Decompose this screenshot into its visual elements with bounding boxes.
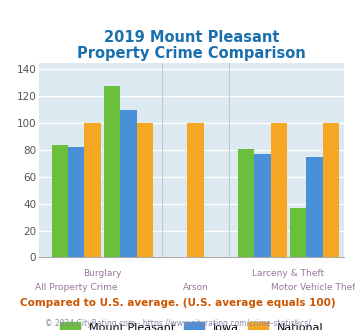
- Text: Larceny & Theft: Larceny & Theft: [252, 269, 324, 278]
- Bar: [104, 85, 120, 257]
- Text: 2019 Mount Pleasant: 2019 Mount Pleasant: [104, 30, 279, 45]
- Bar: [271, 123, 287, 257]
- Text: Property Crime Comparison: Property Crime Comparison: [77, 46, 306, 61]
- Bar: [238, 148, 254, 257]
- Bar: [187, 123, 204, 257]
- Bar: [52, 145, 68, 257]
- Bar: [306, 157, 323, 257]
- Bar: [290, 208, 306, 257]
- Text: Compared to U.S. average. (U.S. average equals 100): Compared to U.S. average. (U.S. average …: [20, 298, 335, 308]
- Text: Motor Vehicle Theft: Motor Vehicle Theft: [271, 283, 355, 292]
- Text: Burglary: Burglary: [83, 269, 122, 278]
- Text: All Property Crime: All Property Crime: [35, 283, 118, 292]
- Text: © 2024 CityRating.com - https://www.cityrating.com/crime-statistics/: © 2024 CityRating.com - https://www.city…: [45, 319, 310, 328]
- Bar: [137, 123, 153, 257]
- Bar: [120, 110, 137, 257]
- Bar: [323, 123, 339, 257]
- Text: Arson: Arson: [182, 283, 208, 292]
- Bar: [84, 123, 101, 257]
- Legend: Mount Pleasant, Iowa, National: Mount Pleasant, Iowa, National: [56, 317, 328, 330]
- Bar: [254, 154, 271, 257]
- Bar: [68, 147, 84, 257]
